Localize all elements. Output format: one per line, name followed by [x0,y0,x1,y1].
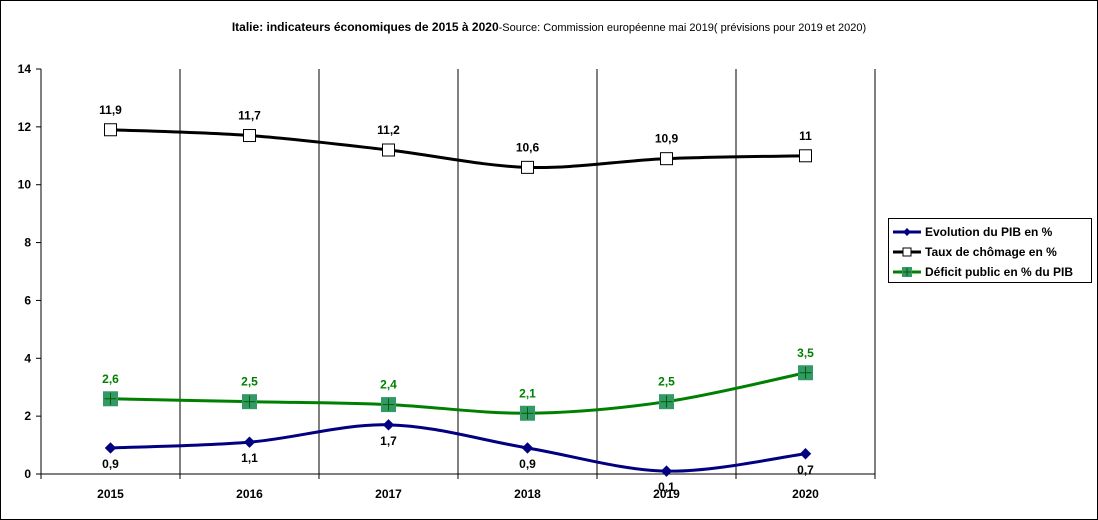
data-point-deficit-public-en-du-pib [103,391,118,407]
chart-subtitle: -Source: Commission européenne mai 2019(… [498,22,867,34]
data-label-taux-de-chomage-en: 10,6 [516,140,540,154]
data-point-taux-de-chomage-en [521,160,534,174]
data-label-evolution-du-pib-en: 0,7 [797,463,814,477]
data-point-deficit-public-en-du-pib [381,397,396,413]
data-point-evolution-du-pib-en [660,465,673,477]
legend-swatch [893,247,921,257]
data-label-evolution-du-pib-en: 0,1 [658,480,675,494]
data-label-taux-de-chomage-en: 10,9 [655,132,679,146]
data-label-deficit-public-en-du-pib: 2,5 [241,375,258,389]
data-label-deficit-public-en-du-pib: 2,4 [380,378,397,392]
data-label-taux-de-chomage-en: 11,9 [99,103,122,117]
data-point-deficit-public-en-du-pib [520,405,535,421]
data-point-taux-de-chomage-en [104,123,117,137]
x-tick-label: 2019 [653,487,680,501]
x-tick-label: 2015 [97,487,124,501]
data-point-taux-de-chomage-en [660,152,673,166]
series-line-evolution-du-pib-en [110,423,806,473]
legend-label: Taux de chômage en % [925,245,1057,259]
data-label-deficit-public-en-du-pib: 2,5 [658,375,675,389]
data-point-deficit-public-en-du-pib [242,394,257,410]
x-tick-label: 2016 [236,487,263,501]
y-tick-label: 0 [24,467,31,481]
data-label-evolution-du-pib-en: 1,1 [241,451,258,465]
data-label-evolution-du-pib-en: 0,9 [519,457,536,471]
y-tick-label: 12 [18,120,32,134]
data-label-deficit-public-en-du-pib: 2,1 [519,386,536,400]
legend-label: Evolution du PIB en % [925,225,1053,239]
series-line-taux-de-chomage-en [110,128,806,170]
data-point-taux-de-chomage-en [382,143,395,157]
legend-swatch [893,228,921,236]
legend-item: Evolution du PIB en % [889,222,1091,242]
data-label-evolution-du-pib-en: 0,9 [102,457,119,471]
data-point-deficit-public-en-du-pib [798,365,813,381]
data-point-evolution-du-pib-en [382,419,395,431]
x-tick-label: 2020 [792,487,819,501]
data-label-taux-de-chomage-en: 11,2 [377,123,400,137]
x-tick-label: 2017 [375,487,402,501]
data-point-taux-de-chomage-en [243,129,256,143]
legend-item: Taux de chômage en % [889,242,1091,262]
y-tick-label: 10 [18,178,32,192]
data-point-evolution-du-pib-en [799,448,812,460]
data-point-evolution-du-pib-en [104,442,117,454]
data-point-taux-de-chomage-en [799,149,812,163]
data-point-evolution-du-pib-en [521,442,534,454]
legend-item: Déficit public en % du PIB [889,262,1091,282]
data-label-taux-de-chomage-en: 11,7 [238,109,261,123]
chart-title-main: Italie: indicateurs économiques de 2015 … [231,20,499,34]
legend-label: Déficit public en % du PIB [925,265,1074,279]
y-tick-label: 2 [24,409,31,423]
data-label-deficit-public-en-du-pib: 2,6 [102,372,119,386]
data-label-evolution-du-pib-en: 1,7 [380,434,397,448]
legend-swatch [893,267,921,277]
y-tick-label: 14 [18,62,32,76]
data-label-taux-de-chomage-en: 11 [799,129,812,143]
y-tick-label: 8 [24,236,31,250]
legend: Evolution du PIB en % Taux de chômage en … [888,218,1092,283]
y-tick-label: 6 [24,293,31,307]
y-tick-label: 4 [24,351,31,365]
data-label-deficit-public-en-du-pib: 3,5 [797,346,814,360]
series-line-deficit-public-en-du-pib [110,371,806,415]
x-tick-label: 2018 [514,487,541,501]
chart-title: Italie: indicateurs économiques de 2015 … [0,20,1098,34]
data-point-evolution-du-pib-en [243,436,256,448]
data-point-deficit-public-en-du-pib [659,394,674,410]
